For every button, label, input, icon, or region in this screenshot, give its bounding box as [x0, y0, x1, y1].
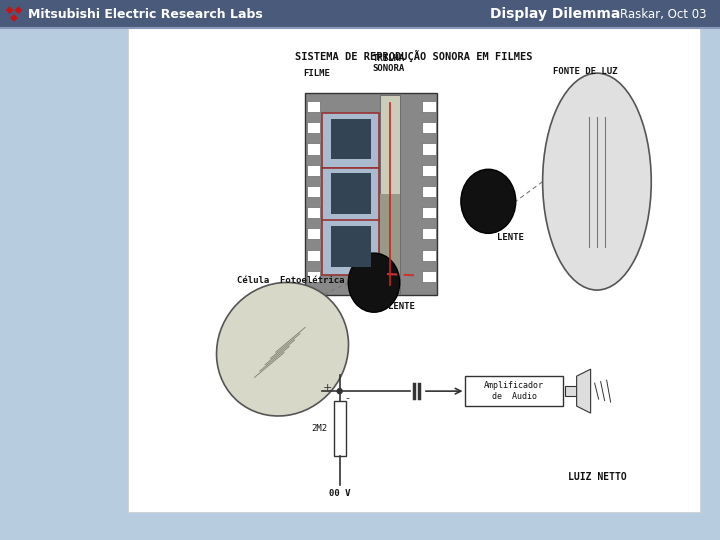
Bar — [307, 207, 320, 218]
Ellipse shape — [543, 73, 652, 290]
Text: Célula  Fotoelétrica: Célula Fotoelétrica — [237, 276, 344, 285]
Bar — [423, 165, 436, 176]
Bar — [307, 144, 320, 154]
Bar — [423, 144, 436, 154]
Polygon shape — [14, 6, 22, 14]
Polygon shape — [6, 6, 14, 14]
Bar — [333, 401, 346, 456]
Bar — [380, 95, 400, 293]
Text: Mitsubishi Electric Research Labs: Mitsubishi Electric Research Labs — [28, 8, 263, 21]
Bar — [307, 271, 320, 282]
Ellipse shape — [461, 169, 516, 233]
Text: 2M2: 2M2 — [312, 424, 328, 433]
Text: TRILHA
SONORA: TRILHA SONORA — [372, 54, 405, 73]
Ellipse shape — [348, 253, 400, 312]
Circle shape — [337, 389, 342, 394]
Bar — [305, 93, 437, 295]
Bar — [423, 228, 436, 239]
Text: SISTEMA DE REPRODUÇÃO SONORA EM FILMES: SISTEMA DE REPRODUÇÃO SONORA EM FILMES — [295, 50, 533, 62]
Bar — [307, 101, 320, 112]
Text: LENTE: LENTE — [388, 302, 415, 312]
Bar — [323, 167, 379, 222]
Text: Raskar, Oct 03: Raskar, Oct 03 — [620, 8, 706, 21]
Text: 00 V: 00 V — [329, 489, 351, 498]
Bar — [307, 186, 320, 197]
Bar — [423, 186, 436, 197]
Bar — [564, 386, 577, 396]
Bar — [128, 19, 700, 512]
Bar — [307, 122, 320, 133]
Bar — [331, 226, 371, 267]
Bar — [423, 271, 436, 282]
Bar — [423, 122, 436, 133]
Bar — [0, 0, 720, 28]
Text: +: + — [323, 383, 333, 393]
Polygon shape — [10, 14, 18, 22]
Bar — [323, 220, 379, 275]
Text: FILME: FILME — [303, 69, 330, 78]
Text: LENTE: LENTE — [497, 233, 523, 242]
Bar — [331, 118, 371, 159]
Bar — [307, 249, 320, 261]
Bar — [380, 194, 400, 293]
Bar — [307, 165, 320, 176]
Text: Amplificador
de  Audio: Amplificador de Audio — [484, 381, 544, 401]
Text: -: - — [346, 393, 350, 403]
Bar — [423, 101, 436, 112]
Bar — [307, 228, 320, 239]
Polygon shape — [577, 369, 590, 413]
Ellipse shape — [217, 282, 348, 416]
Text: FONTE DE LUZ: FONTE DE LUZ — [553, 66, 618, 76]
Bar — [423, 249, 436, 261]
Bar — [465, 376, 562, 406]
Bar — [331, 173, 371, 214]
Text: Display Dilemma: Display Dilemma — [490, 7, 621, 21]
Text: LUIZ NETTO: LUIZ NETTO — [567, 472, 626, 482]
Bar — [423, 207, 436, 218]
Bar — [323, 113, 379, 167]
